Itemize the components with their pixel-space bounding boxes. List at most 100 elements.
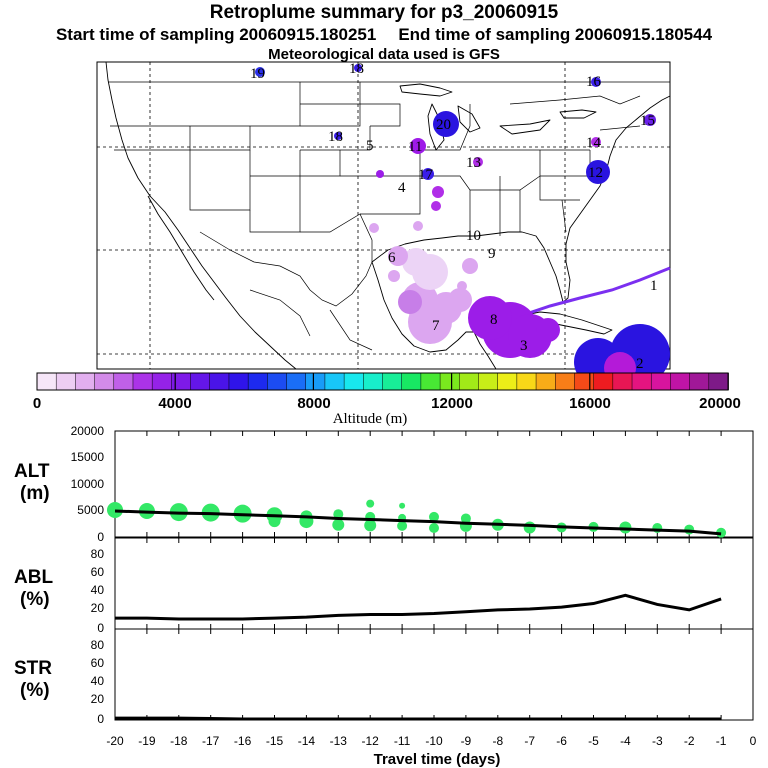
colorbar-cell	[670, 372, 691, 391]
abl-y-tick: 80	[91, 547, 105, 561]
plume-circle	[462, 258, 478, 274]
alt-point	[333, 509, 344, 520]
plume-label-16: 16	[586, 74, 602, 90]
x-tick: -13	[330, 734, 348, 748]
plume-label-17: 17	[418, 167, 434, 183]
str-y-tick: 80	[91, 638, 105, 652]
abl-y-tick: 0	[97, 621, 104, 635]
map-panel: 19 18 18 17 16 15 14 13 12 11 20 5 10 9 …	[96, 61, 671, 386]
colorbar-cell	[593, 372, 614, 391]
colorbar-cell	[132, 372, 154, 391]
plume-label-20: 20	[436, 117, 451, 133]
plume-circle	[591, 77, 601, 87]
colorbar-cell	[190, 372, 211, 391]
x-tick: -18	[170, 734, 188, 748]
map-borders	[108, 81, 670, 351]
colorbar-cell	[55, 372, 77, 391]
colorbar-cell	[420, 372, 441, 391]
plume-circle	[586, 160, 610, 184]
colorbar-cell	[497, 372, 518, 391]
alt-point	[429, 522, 439, 533]
alt-y-tick: 0	[97, 530, 104, 544]
str-line	[115, 716, 722, 721]
alt-point	[397, 520, 408, 531]
plume-circle	[468, 296, 512, 340]
colorbar-cell	[151, 372, 173, 391]
alt-point	[523, 521, 536, 534]
alt-point	[268, 515, 281, 528]
abl-frame	[114, 537, 754, 630]
colorbar-cell	[343, 372, 365, 391]
plume-circle	[644, 114, 656, 126]
x-tick: -17	[202, 734, 220, 748]
x-tick: -3	[652, 734, 663, 748]
plume-circle	[422, 168, 434, 180]
colorbar-tick: 20000	[699, 395, 741, 412]
str-y-tick: 40	[91, 674, 105, 688]
alt-y-tick: 5000	[77, 503, 104, 517]
x-tick: -1	[716, 734, 727, 748]
str-y-tick-labels: 80 60 40 20 0	[91, 638, 105, 726]
str-panel: 80 60 40 20 0 STR (%)	[14, 628, 754, 726]
plume-circle	[388, 246, 408, 266]
colorbar-cell	[689, 372, 710, 391]
x-tick: -2	[684, 734, 695, 748]
plume-circle	[433, 111, 459, 137]
x-tick: -15	[266, 734, 284, 748]
plume-circle	[536, 318, 560, 342]
colorbar-tick: 0	[33, 395, 41, 412]
colorbar-cell	[267, 372, 288, 391]
abl-ylabel: ABL (%)	[14, 567, 53, 610]
plume-label-15: 15	[640, 113, 655, 129]
abl-line	[115, 593, 722, 621]
colorbar-cell	[382, 372, 403, 391]
colorbar-cell	[113, 372, 134, 391]
colorbar-cell	[535, 372, 557, 391]
colorbar-cell	[650, 372, 672, 391]
plume-label-8: 8	[490, 312, 498, 328]
colorbar-cell	[631, 372, 653, 391]
alt-point	[429, 511, 439, 522]
x-tick: -20	[106, 734, 124, 748]
plume-circle	[432, 186, 444, 198]
alt-y-tick: 10000	[71, 477, 105, 491]
sampling-times: Start time of sampling 20060915.180251 En…	[0, 25, 768, 45]
colorbar-cell	[574, 372, 595, 391]
abl-y-tick: 40	[91, 583, 105, 597]
colorbar-tick: 8000	[297, 395, 330, 412]
plume-circle	[402, 248, 430, 276]
colorbar-cell	[36, 372, 58, 391]
altitude-colorbar: 0 4000 8000 12000 16000 20000 Altitude (…	[33, 372, 741, 427]
x-tick: -9	[461, 734, 472, 748]
alt-point	[364, 519, 377, 532]
colorbar-cell	[305, 372, 326, 391]
colorbar-tick: 4000	[158, 395, 191, 412]
colorbar-cells	[36, 372, 729, 391]
chart-title: Retroplume summary for p3_20060915	[209, 2, 559, 23]
colorbar-cell	[612, 372, 633, 391]
x-tick: -12	[362, 734, 380, 748]
x-tick: -6	[556, 734, 567, 748]
plume-circle	[448, 288, 472, 312]
abl-panel: 80 60 40 20 0 ABL (%)	[14, 537, 754, 635]
colorbar-cell	[439, 372, 461, 391]
end-time-label: End time of sampling 20060915.180544	[398, 25, 713, 44]
plume-circle	[388, 270, 400, 282]
str-frame	[114, 628, 754, 721]
colorbar-tick-labels: 0 4000 8000 12000 16000 20000	[33, 395, 741, 412]
plume-label-7: 7	[432, 318, 440, 334]
plume-circle	[369, 223, 379, 233]
abl-y-tick: 20	[91, 601, 105, 615]
x-tick: -14	[298, 734, 316, 748]
plume-circle	[334, 132, 342, 140]
plume-label-11: 11	[408, 139, 422, 155]
colorbar-cell	[555, 372, 576, 391]
x-axis-label: Travel time (days)	[374, 751, 501, 768]
plume-day-labels: 19 18 18 17 16 15 14 13 12 11 20 5 10 9 …	[250, 61, 658, 372]
alt-point	[332, 518, 345, 531]
x-tick-labels: -20 -19 -18 -17 -16 -15 -14 -13 -12 -11 -10 -9 -8 -7-…	[106, 734, 756, 748]
alt-point	[107, 501, 123, 518]
str-y-tick: 0	[97, 712, 104, 726]
alt-y-tick-labels: 20000 15000 10000 5000 0	[71, 424, 105, 544]
colorbar-cell	[459, 372, 480, 391]
